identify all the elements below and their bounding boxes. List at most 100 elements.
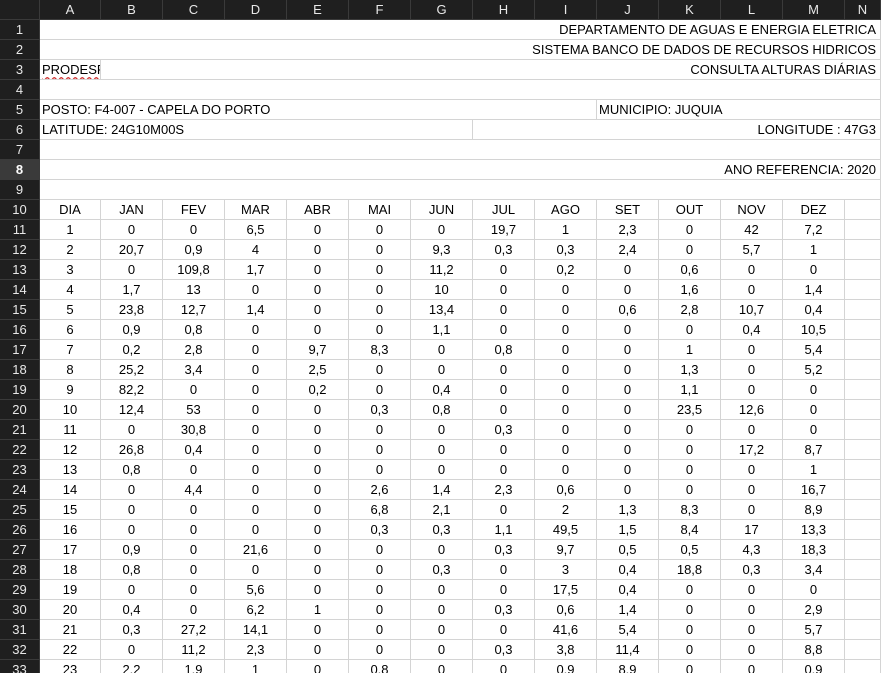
empty-cell[interactable] bbox=[845, 400, 881, 420]
column-header-m[interactable]: M bbox=[783, 0, 845, 20]
table-cell[interactable]: 0 bbox=[597, 380, 659, 400]
table-header-cell[interactable]: OUT bbox=[659, 200, 721, 220]
table-cell[interactable]: 15 bbox=[40, 500, 101, 520]
row-header-24[interactable]: 24 bbox=[0, 480, 40, 500]
column-header-b[interactable]: B bbox=[101, 0, 163, 20]
table-cell[interactable]: 8,8 bbox=[783, 640, 845, 660]
empty-cell[interactable] bbox=[845, 380, 881, 400]
table-cell[interactable]: 0 bbox=[535, 380, 597, 400]
blank-row-9[interactable] bbox=[40, 180, 881, 200]
table-cell[interactable]: 8 bbox=[40, 360, 101, 380]
empty-cell[interactable] bbox=[845, 540, 881, 560]
table-cell[interactable]: 0 bbox=[287, 620, 349, 640]
table-cell[interactable]: 0 bbox=[225, 360, 287, 380]
table-cell[interactable]: 0,3 bbox=[535, 240, 597, 260]
ano-referencia-cell[interactable]: ANO REFERENCIA: 2020 bbox=[40, 160, 881, 180]
row-header-17[interactable]: 17 bbox=[0, 340, 40, 360]
empty-cell[interactable] bbox=[845, 620, 881, 640]
table-cell[interactable]: 109,8 bbox=[163, 260, 225, 280]
table-cell[interactable]: 0 bbox=[783, 420, 845, 440]
table-cell[interactable]: 0 bbox=[473, 460, 535, 480]
table-cell[interactable]: 11,4 bbox=[597, 640, 659, 660]
table-cell[interactable]: 12,4 bbox=[101, 400, 163, 420]
table-cell[interactable]: 0 bbox=[535, 420, 597, 440]
table-cell[interactable]: 0 bbox=[659, 420, 721, 440]
table-cell[interactable]: 0 bbox=[473, 400, 535, 420]
table-header-cell[interactable]: DEZ bbox=[783, 200, 845, 220]
table-cell[interactable]: 0 bbox=[101, 640, 163, 660]
table-cell[interactable]: 6,2 bbox=[225, 600, 287, 620]
table-cell[interactable]: 27,2 bbox=[163, 620, 225, 640]
table-cell[interactable]: 0,6 bbox=[535, 480, 597, 500]
row-header-26[interactable]: 26 bbox=[0, 520, 40, 540]
table-cell[interactable]: 1,1 bbox=[473, 520, 535, 540]
table-cell[interactable]: 0,8 bbox=[411, 400, 473, 420]
table-header-cell[interactable]: DIA bbox=[40, 200, 101, 220]
row-header-4[interactable]: 4 bbox=[0, 80, 40, 100]
table-cell[interactable]: 0 bbox=[225, 560, 287, 580]
empty-cell[interactable] bbox=[845, 200, 881, 220]
table-cell[interactable]: 0 bbox=[349, 460, 411, 480]
table-cell[interactable]: 0 bbox=[597, 400, 659, 420]
table-cell[interactable]: 13,4 bbox=[411, 300, 473, 320]
table-cell[interactable]: 0 bbox=[721, 500, 783, 520]
table-cell[interactable]: 9,3 bbox=[411, 240, 473, 260]
table-cell[interactable]: 2 bbox=[40, 240, 101, 260]
table-cell[interactable]: 3 bbox=[535, 560, 597, 580]
table-cell[interactable]: 0 bbox=[721, 340, 783, 360]
table-cell[interactable]: 1 bbox=[535, 220, 597, 240]
table-cell[interactable]: 10,5 bbox=[783, 320, 845, 340]
column-header-i[interactable]: I bbox=[535, 0, 597, 20]
longitude-cell[interactable]: LONGITUDE : 47G3 bbox=[473, 120, 881, 140]
table-cell[interactable]: 13 bbox=[163, 280, 225, 300]
table-cell[interactable]: 0 bbox=[287, 440, 349, 460]
table-cell[interactable]: 82,2 bbox=[101, 380, 163, 400]
row-header-8[interactable]: 8 bbox=[0, 160, 40, 180]
empty-cell[interactable] bbox=[845, 500, 881, 520]
table-cell[interactable]: 0 bbox=[225, 280, 287, 300]
table-cell[interactable]: 0 bbox=[473, 260, 535, 280]
table-cell[interactable]: 11,2 bbox=[163, 640, 225, 660]
table-cell[interactable]: 0 bbox=[535, 320, 597, 340]
table-cell[interactable]: 0 bbox=[411, 440, 473, 460]
table-cell[interactable]: 0 bbox=[659, 240, 721, 260]
table-cell[interactable]: 5,7 bbox=[783, 620, 845, 640]
table-cell[interactable]: 0,4 bbox=[101, 600, 163, 620]
row-header-10[interactable]: 10 bbox=[0, 200, 40, 220]
table-cell[interactable]: 0 bbox=[349, 540, 411, 560]
table-cell[interactable]: 0,3 bbox=[349, 400, 411, 420]
table-cell[interactable]: 1,5 bbox=[597, 520, 659, 540]
table-cell[interactable]: 8,3 bbox=[349, 340, 411, 360]
table-cell[interactable]: 30,8 bbox=[163, 420, 225, 440]
table-cell[interactable]: 0 bbox=[473, 620, 535, 640]
table-header-cell[interactable]: MAR bbox=[225, 200, 287, 220]
table-cell[interactable]: 0 bbox=[721, 580, 783, 600]
table-cell[interactable]: 0 bbox=[163, 220, 225, 240]
row-header-7[interactable]: 7 bbox=[0, 140, 40, 160]
row-header-18[interactable]: 18 bbox=[0, 360, 40, 380]
table-cell[interactable]: 0 bbox=[535, 340, 597, 360]
table-header-cell[interactable]: NOV bbox=[721, 200, 783, 220]
table-cell[interactable]: 2,8 bbox=[659, 300, 721, 320]
table-cell[interactable]: 0 bbox=[287, 400, 349, 420]
row-header-21[interactable]: 21 bbox=[0, 420, 40, 440]
table-cell[interactable]: 0 bbox=[659, 660, 721, 673]
empty-cell[interactable] bbox=[845, 560, 881, 580]
table-cell[interactable]: 1,7 bbox=[225, 260, 287, 280]
table-cell[interactable]: 0,9 bbox=[163, 240, 225, 260]
table-cell[interactable]: 1,1 bbox=[411, 320, 473, 340]
table-cell[interactable]: 0 bbox=[287, 500, 349, 520]
table-cell[interactable]: 0 bbox=[721, 460, 783, 480]
table-cell[interactable]: 14,1 bbox=[225, 620, 287, 640]
row-header-29[interactable]: 29 bbox=[0, 580, 40, 600]
row-header-6[interactable]: 6 bbox=[0, 120, 40, 140]
table-header-cell[interactable]: ABR bbox=[287, 200, 349, 220]
table-cell[interactable]: 0,9 bbox=[101, 320, 163, 340]
row-header-20[interactable]: 20 bbox=[0, 400, 40, 420]
table-cell[interactable]: 2,3 bbox=[597, 220, 659, 240]
table-cell[interactable]: 0 bbox=[287, 640, 349, 660]
table-cell[interactable]: 20 bbox=[40, 600, 101, 620]
table-cell[interactable]: 0 bbox=[721, 620, 783, 640]
table-cell[interactable]: 0 bbox=[349, 420, 411, 440]
table-cell[interactable]: 11,2 bbox=[411, 260, 473, 280]
